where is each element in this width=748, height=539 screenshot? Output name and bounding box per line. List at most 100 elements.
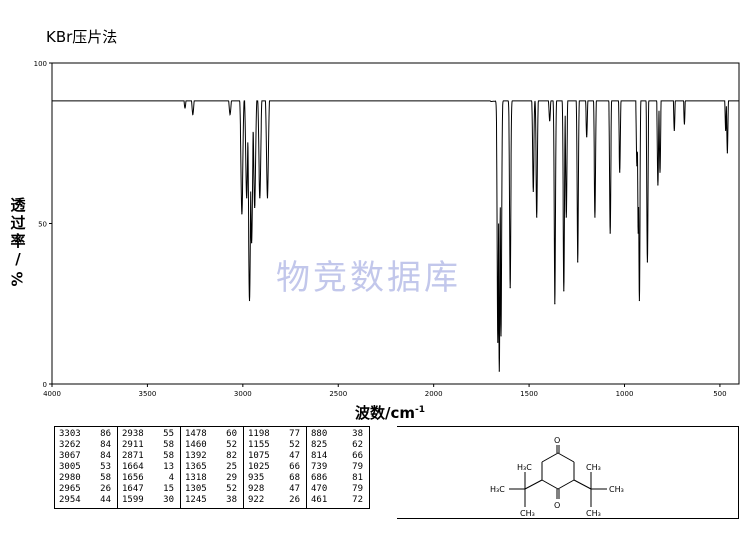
peak-point (725, 129, 727, 132)
peak-table-row: 1599 30 (122, 495, 174, 506)
peak-table-row: 814 66 (311, 451, 363, 462)
peak-wavenumber: 825 (311, 440, 328, 450)
y-axis-label-slash: / (15, 250, 21, 268)
peak-table-row: 922 26 (248, 495, 300, 506)
peak-wavenumber: 1365 (185, 462, 207, 472)
peak-table-column: 1198 77 1155 52 1075 47 1025 66 935 68 928 47 922 26 (243, 426, 307, 509)
peak-wavenumber: 2871 (122, 451, 144, 461)
peak-table-column: 880 38 825 62 814 66 739 79 686 81 470 79 461 72 (306, 426, 370, 509)
peak-wavenumber: 3303 (59, 429, 81, 439)
peak-table-row: 3067 84 (59, 451, 111, 462)
peak-wavenumber: 1025 (248, 462, 270, 472)
peak-point (254, 206, 256, 209)
y-axis-label-unit: % (9, 271, 27, 287)
structure-atom-label: CH₃ (586, 509, 601, 518)
peak-table-row: 470 79 (311, 484, 363, 495)
peak-table-row: 2938 55 (122, 429, 174, 440)
peak-point (509, 287, 511, 289)
peak-point (498, 370, 500, 372)
y-axis-label: 透 过 率 / % (0, 196, 36, 288)
peak-point (646, 261, 649, 263)
peak-wavenumber: 2965 (59, 484, 81, 494)
peak-point (659, 171, 661, 173)
structure-atom-label: CH₃ (586, 463, 601, 472)
peak-transmittance: 79 (352, 462, 363, 472)
peak-transmittance: 52 (226, 440, 237, 450)
x-tick-label: 4000 (43, 390, 61, 398)
peak-table-columns: 3303 86 3262 84 3067 84 3005 53 2980 58 2965 26 2954… (54, 426, 370, 509)
peak-wavenumber: 1075 (248, 451, 270, 461)
peak-wavenumber: 928 (248, 484, 265, 494)
peak-table-row: 880 38 (311, 429, 363, 440)
peak-wavenumber: 1155 (248, 440, 270, 450)
peak-wavenumber: 1478 (185, 429, 207, 439)
peak-transmittance: 66 (289, 462, 300, 472)
peak-transmittance: 52 (226, 484, 237, 494)
peak-transmittance: 38 (352, 429, 363, 439)
peak-wavenumber: 1245 (185, 495, 207, 505)
peak-table-row: 1647 15 (122, 484, 174, 495)
peak-table-row: 1155 52 (248, 440, 300, 451)
peak-wavenumber: 2980 (59, 473, 81, 483)
structure-atom-label: CH₃ (609, 485, 624, 494)
x-axis-label-text: 波数/cm (355, 404, 416, 422)
spectrum-line (52, 100, 739, 372)
peak-wavenumber: 1647 (122, 484, 144, 494)
peak-table-row: 739 79 (311, 462, 363, 473)
peak-point (246, 197, 248, 199)
peak-wavenumber: 686 (311, 473, 328, 483)
peak-transmittance: 84 (100, 451, 111, 461)
molecule-structure: O O H₃C H₃C CH₃ CH₃ CH₃ CH₃ (490, 436, 624, 518)
structure-atom-label: O (554, 436, 560, 445)
peak-table-row: 935 68 (248, 473, 300, 484)
peak-table-row: 2965 26 (59, 484, 111, 495)
peak-transmittance: 47 (289, 484, 300, 494)
y-axis-label-char: 过 (10, 214, 26, 232)
peak-table-row: 3303 86 (59, 429, 111, 440)
peak-transmittance: 30 (163, 495, 174, 505)
peak-transmittance: 47 (289, 451, 300, 461)
peak-point (497, 341, 499, 343)
peak-transmittance: 4 (168, 473, 174, 483)
x-tick-label: 3000 (234, 390, 252, 398)
peak-transmittance: 79 (352, 484, 363, 494)
y-tick-label: 0 (43, 381, 47, 389)
peak-wavenumber: 814 (311, 451, 328, 461)
x-axis-label: 波数/cm-1 (355, 402, 425, 423)
peak-table-row: 1025 66 (248, 462, 300, 473)
peak-wavenumber: 2938 (122, 429, 144, 439)
peak-transmittance: 52 (289, 440, 300, 450)
peak-table-row: 1365 25 (185, 462, 237, 473)
peak-point (554, 303, 556, 305)
y-axis-label-char: 透 (10, 196, 26, 214)
peak-point (241, 213, 243, 215)
x-tick-label: 3500 (139, 390, 157, 398)
peak-transmittance: 72 (352, 495, 363, 505)
peak-wavenumber: 1305 (185, 484, 207, 494)
peak-transmittance: 53 (100, 462, 111, 472)
peak-point (586, 136, 588, 138)
y-axis-label-char: 率 (10, 232, 26, 250)
peak-wavenumber: 1460 (185, 440, 207, 450)
peak-point (536, 216, 538, 218)
peak-point (532, 190, 534, 192)
peak-table-row: 2911 58 (122, 440, 174, 451)
peak-point (637, 232, 639, 234)
y-tick-label: 100 (34, 60, 47, 68)
structure-atom-label: CH₃ (520, 509, 535, 518)
peak-wavenumber: 2954 (59, 495, 81, 505)
peak-wavenumber: 1392 (185, 451, 207, 461)
peak-wavenumber: 1198 (248, 429, 270, 439)
x-tick-label: 2500 (329, 390, 347, 398)
peak-point (549, 120, 551, 122)
peak-transmittance: 58 (100, 473, 111, 483)
x-tick-label: 1000 (616, 390, 634, 398)
peak-table-row: 1318 29 (185, 473, 237, 484)
peak-point (259, 197, 261, 199)
peak-point (229, 113, 231, 115)
peak-wavenumber: 470 (311, 484, 328, 494)
page-title: KBr压片法 (46, 28, 118, 46)
peak-point (184, 107, 186, 109)
peak-point (192, 113, 194, 115)
peak-transmittance: 66 (352, 451, 363, 461)
